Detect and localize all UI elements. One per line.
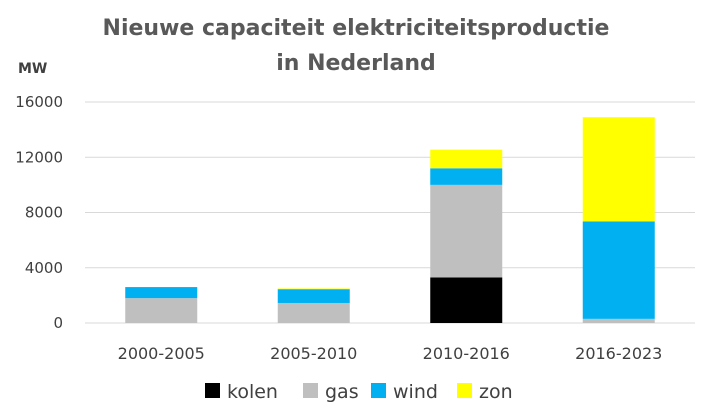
legend-swatch-gas [303,383,318,398]
chart-title-line-1: Nieuwe capaciteit elektriciteitsproducti… [103,16,610,41]
bar-wind-2016-2023 [582,221,655,319]
bars [125,117,655,323]
bar-wind-2005-2010 [277,289,350,303]
bar-gas-2005-2010 [277,302,350,323]
y-axis-unit-label: MW [18,61,47,77]
bar-kolen-2010-2016 [430,277,503,323]
x-tick-label: 2000-2005 [118,344,205,363]
legend-swatch-zon [457,383,472,398]
bar-zon-2016-2023 [582,117,655,222]
bar-wind-2010-2016 [430,168,503,185]
x-tick-label: 2010-2016 [423,344,510,363]
y-tick-label: 12000 [15,148,63,166]
x-tick-label: 2005-2010 [270,344,357,363]
bar-wind-2000-2005 [125,287,198,299]
legend-swatch-wind [371,383,386,398]
chart-title-line-2: in Nederland [276,51,436,76]
x-axis-ticks: 2000-2005 2005-2010 2010-2016 2016-2023 [118,344,663,363]
bar-gas-2016-2023 [582,318,655,323]
y-tick-label: 0 [53,314,63,332]
bar-gas-2000-2005 [125,298,198,323]
bar-gas-2010-2016 [430,184,503,278]
y-axis-ticks: 0 4000 8000 12000 16000 [15,93,63,332]
legend-label-wind: wind [393,381,438,403]
y-tick-label: 8000 [25,204,63,222]
x-tick-label: 2016-2023 [575,344,662,363]
bar-zon-2005-2010 [277,288,350,290]
y-tick-label: 4000 [25,259,63,277]
legend-label-zon: zon [479,381,513,403]
legend-swatch-kolen [205,383,220,398]
bar-zon-2010-2016 [430,149,503,169]
legend-label-kolen: kolen [227,381,278,403]
legend-label-gas: gas [325,381,359,403]
legend: kolen gas wind zon [205,381,513,403]
y-tick-label: 16000 [15,93,63,111]
